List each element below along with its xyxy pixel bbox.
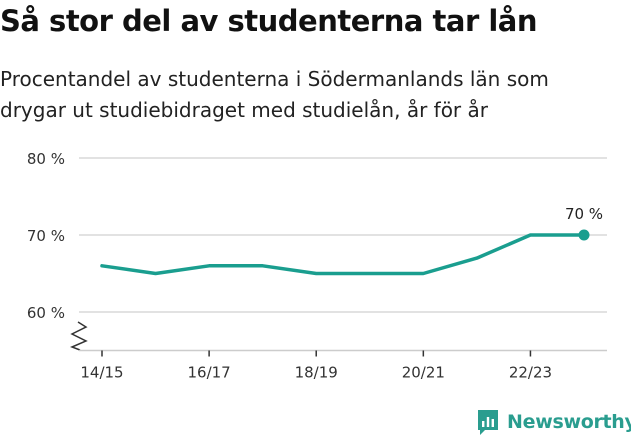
- series-line-0: [100, 233, 586, 276]
- series-layer: [100, 229, 590, 276]
- x-tick-label: 14/15: [80, 364, 123, 382]
- x-tick-label: 20/21: [402, 364, 445, 382]
- x-tick-label: 16/17: [187, 364, 230, 382]
- axis-break-icon: [69, 321, 88, 351]
- labels: 60 % 70 % 80 % 14/15 16/17 18/19 20/21 22/23 70 …: [27, 150, 603, 382]
- brand-name: Newsworthy: [507, 411, 631, 433]
- y-tick-label-80: 80 %: [27, 150, 65, 168]
- subtitle-line-1: Procentandel av studenterna i Södermanla…: [0, 67, 549, 91]
- x-tick-label: 22/23: [509, 364, 552, 382]
- chart-title: Så stor del av studenterna tar lån: [0, 4, 538, 38]
- data-point: [578, 229, 590, 241]
- grid-lines: [79, 157, 607, 313]
- x-tick-label: 18/19: [295, 364, 338, 382]
- subtitle-line-2: drygar ut studiebidraget med studielån, …: [0, 98, 488, 122]
- chart-subtitle: Procentandel av studenterna i Södermanla…: [0, 64, 620, 126]
- data-label: 70 %: [565, 205, 603, 223]
- brand-logo: Newsworthy: [476, 406, 631, 438]
- newsworthy-logo-icon: [478, 410, 498, 435]
- axes: [69, 321, 607, 357]
- y-tick-label-60: 60 %: [27, 304, 65, 322]
- y-tick-label-70: 70 %: [27, 227, 65, 245]
